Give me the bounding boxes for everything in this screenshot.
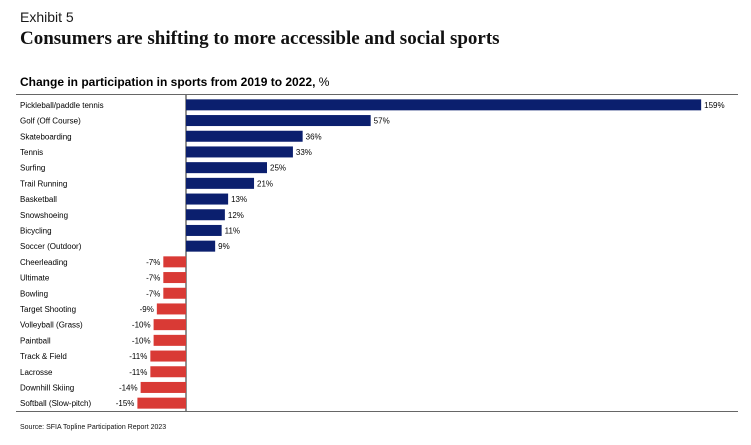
source-note: Source: SFIA Topline Participation Repor… xyxy=(20,424,167,431)
bar xyxy=(150,366,186,378)
category-label: Golf (Off Course) xyxy=(20,117,81,126)
data-label: 11% xyxy=(225,226,240,235)
data-label: 25% xyxy=(270,164,286,173)
data-label: -9% xyxy=(140,305,154,314)
data-label: 13% xyxy=(231,195,247,204)
category-label: Volleyball (Grass) xyxy=(20,321,83,330)
category-label: Trail Running xyxy=(20,179,67,188)
category-label: Tennis xyxy=(20,148,43,157)
category-label: Bicycling xyxy=(20,226,52,235)
page-title: Consumers are shifting to more accessibl… xyxy=(20,28,500,49)
bar xyxy=(163,256,186,268)
bar xyxy=(163,272,186,284)
category-label: Lacrosse xyxy=(20,368,53,377)
bar xyxy=(186,209,225,221)
category-label: Basketball xyxy=(20,195,57,204)
bar xyxy=(186,162,267,174)
bar xyxy=(186,240,216,252)
bar xyxy=(186,99,702,111)
chart-title: Change in participation in sports from 2… xyxy=(20,75,329,89)
category-label: Surfing xyxy=(20,164,45,173)
bar xyxy=(153,334,186,346)
category-label: Paintball xyxy=(20,336,51,345)
category-label: Skateboarding xyxy=(20,132,72,141)
bar xyxy=(186,115,371,127)
exhibit-label: Exhibit 5 xyxy=(20,9,74,25)
data-label: -7% xyxy=(146,274,160,283)
data-label: -7% xyxy=(146,258,160,267)
data-label: -14% xyxy=(119,383,138,392)
bar xyxy=(153,319,186,331)
category-label: Soccer (Outdoor) xyxy=(20,242,82,251)
data-label: 159% xyxy=(704,101,724,110)
bar xyxy=(186,146,293,158)
data-label: -7% xyxy=(146,289,160,298)
category-label: Snowshoeing xyxy=(20,211,68,220)
category-label: Cheerleading xyxy=(20,258,68,267)
data-label: -10% xyxy=(132,336,151,345)
category-label: Target Shooting xyxy=(20,305,76,314)
bar xyxy=(137,397,186,409)
data-label: 21% xyxy=(257,179,273,188)
bar xyxy=(163,287,186,299)
category-label: Track & Field xyxy=(20,352,67,361)
data-label: -11% xyxy=(129,352,147,361)
data-label: 33% xyxy=(296,148,312,157)
bar xyxy=(186,130,303,142)
data-label: 9% xyxy=(218,242,230,251)
category-label: Downhill Skiing xyxy=(20,383,74,392)
category-label: Softball (Slow-pitch) xyxy=(20,399,91,408)
category-label: Bowling xyxy=(20,289,48,298)
bar-chart: Pickleball/paddle tennis 159% Golf (Off Co… xyxy=(20,95,725,411)
chart-unit: % xyxy=(318,75,330,89)
bar xyxy=(140,381,186,393)
data-label: 12% xyxy=(228,211,244,220)
bar xyxy=(186,193,229,205)
data-label: -15% xyxy=(116,399,135,408)
bar xyxy=(186,177,255,189)
chart-area: Pickleball/paddle tennis 159% Golf (Off Co… xyxy=(16,94,738,412)
data-label: -10% xyxy=(132,321,151,330)
bar xyxy=(150,350,186,362)
bar xyxy=(156,303,186,315)
bar xyxy=(186,224,222,236)
data-label: 57% xyxy=(374,117,390,126)
data-label: 36% xyxy=(306,132,322,141)
chart-title-text: Change in participation in sports from 2… xyxy=(20,75,316,89)
category-label: Ultimate xyxy=(20,274,50,283)
data-label: -11% xyxy=(129,368,147,377)
category-label: Pickleball/paddle tennis xyxy=(20,101,104,110)
